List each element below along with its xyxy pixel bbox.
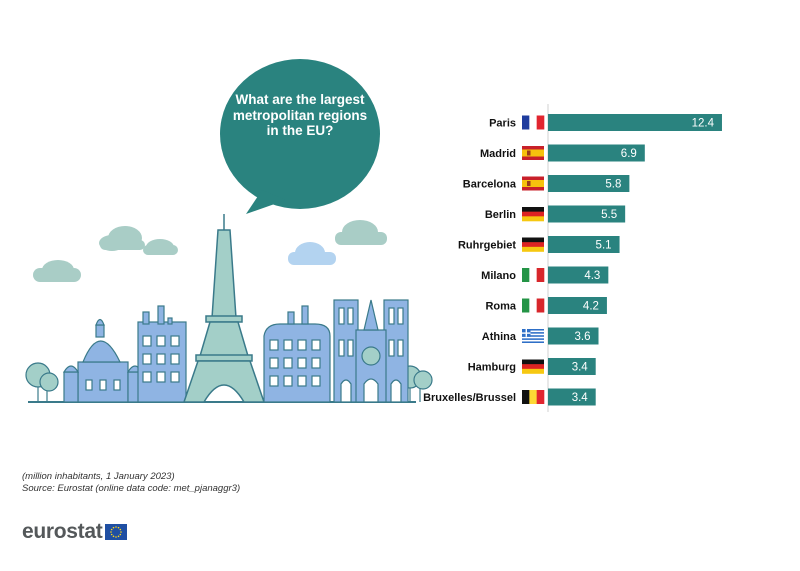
apartment-building <box>263 305 331 403</box>
skyline-illustration <box>25 59 433 403</box>
flag-germany-icon <box>522 359 544 365</box>
bar <box>548 327 599 345</box>
bar-value-label: 12.4 <box>692 118 715 130</box>
flag-italy-icon <box>522 298 530 313</box>
flag-belgium-icon <box>522 390 530 404</box>
eurostat-logo: eurostat <box>22 520 128 544</box>
bar-value-label: 3.6 <box>575 331 591 343</box>
bar <box>548 297 607 314</box>
cloud-icon <box>33 220 387 282</box>
bar-value-label: 3.4 <box>572 362 589 374</box>
bar-value-label: 5.1 <box>596 240 612 252</box>
bar-value-label: 4.2 <box>583 301 599 313</box>
speech-bubble <box>220 59 380 214</box>
category-label: Roma <box>485 301 516 313</box>
bar <box>548 236 620 253</box>
category-label: Berlin <box>485 209 516 221</box>
bar <box>548 144 645 162</box>
bar <box>548 266 609 284</box>
unit-note: (million inhabitants, 1 January 2023) <box>22 471 175 482</box>
category-label: Athina <box>482 331 517 343</box>
bar <box>548 205 626 223</box>
cathedral-building <box>333 299 409 403</box>
category-label: Paris <box>489 118 516 130</box>
flag-germany-icon <box>522 237 544 243</box>
flag-italy-icon <box>522 268 530 282</box>
chart-notes: (million inhabitants, 1 January 2023) So… <box>22 471 240 495</box>
bar <box>548 114 722 131</box>
apartment-building <box>137 305 187 403</box>
bar-value-label: 4.3 <box>584 270 600 282</box>
flag-france-icon <box>522 115 530 130</box>
category-label: Hamburg <box>468 362 516 374</box>
bar-value-label: 5.8 <box>605 179 621 191</box>
bar-value-label: 5.5 <box>601 209 617 221</box>
flag-germany-icon <box>522 207 544 212</box>
category-label: Milano <box>481 270 516 282</box>
category-label: Ruhrgebiet <box>458 240 516 252</box>
logo-text: eurostat <box>22 520 103 543</box>
bubble-question: What are the largest metropolitan region… <box>232 92 368 138</box>
category-label: Madrid <box>480 148 516 160</box>
category-label: Barcelona <box>463 179 517 191</box>
cloud-icon <box>288 242 336 265</box>
eiffel-tower <box>182 214 266 403</box>
bar <box>548 358 596 375</box>
category-label: Bruxelles/Brussel <box>423 392 516 404</box>
source-note: Source: Eurostat (online data code: met_… <box>22 483 241 494</box>
bar-value-label: 6.9 <box>621 148 637 160</box>
eu-flag-icon <box>105 524 128 540</box>
bar <box>548 175 630 192</box>
bar-value-label: 3.4 <box>572 392 589 404</box>
bar <box>548 388 596 406</box>
